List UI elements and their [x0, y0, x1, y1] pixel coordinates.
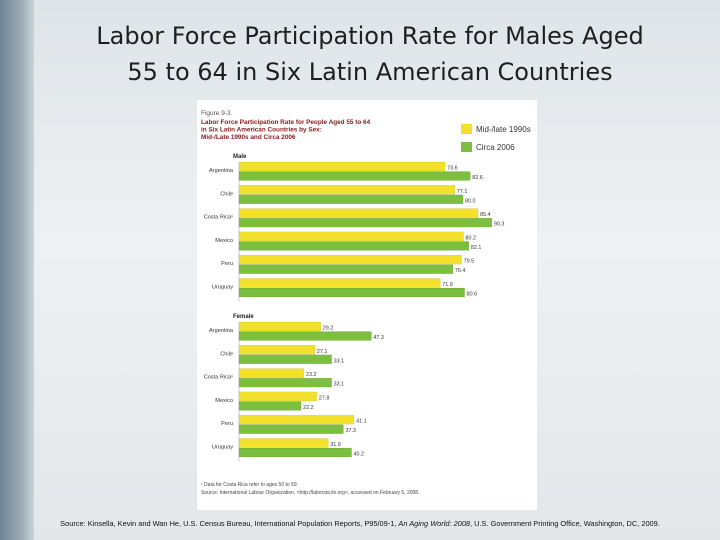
- bar: [238, 447, 352, 458]
- bar: [238, 241, 470, 251]
- bar: [238, 278, 441, 288]
- data-label: 27.1: [317, 349, 328, 355]
- bar: [238, 401, 302, 411]
- data-label: 76.4: [455, 268, 466, 274]
- figure-title-line: in Six Latin American Countries by Sex:: [201, 127, 322, 134]
- data-label: 22.2: [303, 405, 314, 411]
- figure-label: Figure 9-3.: [201, 110, 233, 117]
- bar: [238, 171, 471, 181]
- category-label: Mexico: [215, 238, 233, 244]
- category-label: Chile: [220, 191, 233, 197]
- bar: [238, 331, 372, 341]
- bar-chart: Figure 9-3. Labor Force Participation Rat…: [201, 110, 531, 496]
- figure-title-line: Mid-/Late 1990s and Circa 2006: [201, 134, 296, 141]
- bar: [238, 345, 316, 355]
- slide-title: Labor Force Participation Rate for Males…: [60, 18, 680, 90]
- category-label: Peru: [221, 421, 233, 427]
- slide-title-line-1: Labor Force Participation Rate for Males…: [96, 22, 644, 50]
- category-label: Uruguay: [212, 445, 233, 451]
- bar: [238, 377, 332, 388]
- category-label: Uruguay: [212, 285, 233, 291]
- data-label: 80.2: [466, 235, 477, 241]
- data-label: 90.3: [494, 222, 505, 228]
- left-decorative-strip: [0, 0, 34, 540]
- data-label: 79.5: [464, 259, 475, 265]
- bar: [238, 391, 318, 402]
- data-label: 31.9: [330, 442, 341, 448]
- bar: [238, 194, 464, 205]
- data-label: 82.1: [471, 245, 482, 251]
- bar: [238, 254, 462, 265]
- data-label: 73.6: [447, 166, 458, 172]
- category-label: Peru: [221, 261, 233, 267]
- bar: [238, 321, 321, 332]
- category-label: Argentina: [209, 328, 234, 334]
- source-citation: Source: Kinsella, Kevin and Wan He, U.S.…: [0, 519, 720, 528]
- data-label: 27.8: [319, 395, 330, 401]
- source-suffix: , U.S. Government Printing Office, Washi…: [470, 519, 660, 528]
- data-label: 85.4: [480, 212, 491, 218]
- data-label: 41.1: [356, 419, 367, 425]
- source-prefix: Source: Kinsella, Kevin and Wan He, U.S.…: [60, 519, 399, 528]
- category-label: Costa Rica¹: [204, 215, 233, 221]
- category-label: Costa Rica¹: [204, 375, 233, 381]
- legend-label: Mid-/late 1990s: [476, 125, 531, 134]
- bar: [238, 264, 454, 274]
- figure-title-line: Labor Force Participation Rate for Peopl…: [201, 119, 371, 126]
- chart-source-note: Source: International Labour Organizatio…: [201, 490, 419, 496]
- data-label: 71.9: [442, 282, 453, 288]
- figure-panel: Figure 9-3. Labor Force Participation Rat…: [197, 100, 537, 510]
- legend-swatch: [461, 142, 472, 152]
- data-label: 40.2: [354, 452, 365, 458]
- bar: [238, 287, 465, 298]
- data-label: 80.0: [465, 198, 476, 204]
- bar: [238, 415, 355, 425]
- bar: [238, 424, 344, 434]
- data-label: 77.1: [457, 189, 468, 195]
- data-label: 47.3: [373, 335, 384, 341]
- bar: [238, 217, 493, 228]
- category-label: Argentina: [209, 168, 234, 174]
- bar: [238, 161, 446, 172]
- data-label: 33.1: [334, 358, 345, 364]
- legend-label: Circa 2006: [476, 143, 515, 152]
- bar: [238, 185, 456, 195]
- data-label: 29.2: [323, 326, 334, 332]
- bar: [238, 438, 329, 448]
- data-label: 82.6: [472, 175, 483, 181]
- data-label: 33.1: [334, 382, 345, 388]
- footnote: ¹ Data for Costa Rica refer to ages 50 t…: [201, 482, 298, 488]
- bar: [238, 208, 479, 218]
- source-title: An Aging World: 2008: [398, 519, 471, 528]
- bar: [238, 354, 332, 365]
- panel-label: Female: [233, 314, 254, 320]
- category-label: Chile: [220, 351, 233, 357]
- slide-title-line-2: 55 to 64 in Six Latin American Countries: [127, 58, 613, 86]
- category-label: Mexico: [215, 398, 233, 404]
- panel-label: Male: [233, 154, 247, 160]
- bar: [238, 231, 464, 242]
- bar: [238, 368, 305, 378]
- data-label: 80.6: [467, 292, 478, 298]
- data-label: 23.2: [306, 372, 317, 378]
- data-label: 37.3: [345, 428, 356, 434]
- legend-swatch: [461, 124, 472, 134]
